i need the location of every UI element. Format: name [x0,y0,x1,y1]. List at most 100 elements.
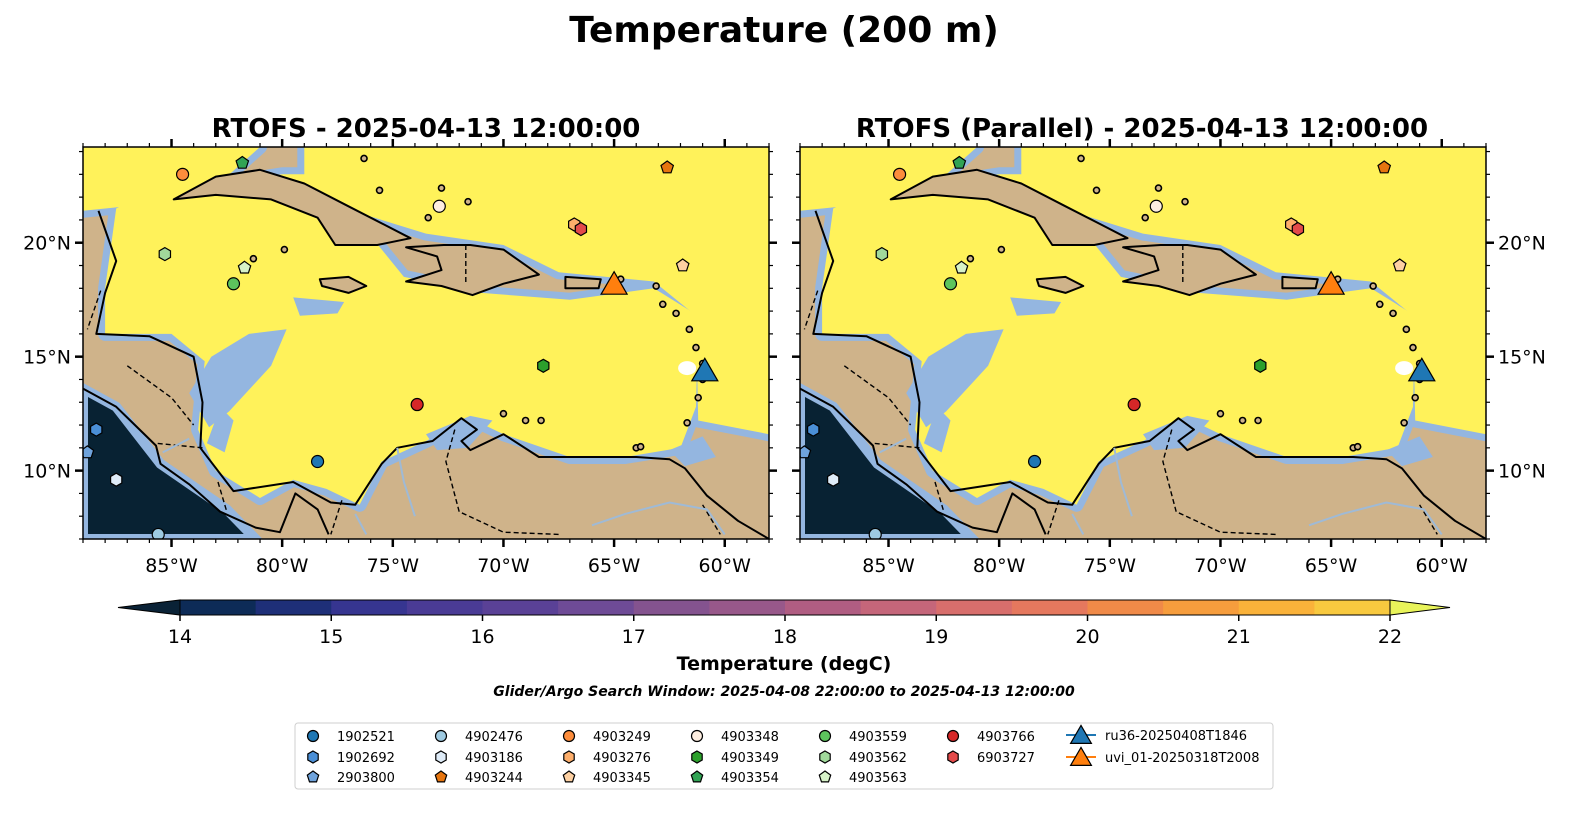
x-tick-label: 70°W [1194,555,1247,577]
shelf-patch-4 [1386,436,1433,467]
legend-label-4903276: 4903276 [593,751,651,766]
legend-label-4903348: 4903348 [721,730,779,745]
colorbar-segment [180,600,257,615]
legend-label-4903244: 4903244 [465,771,523,786]
colorbar-segment [936,600,1013,615]
shelf-patch-2 [1143,415,1210,451]
argo-float-4903766 [410,397,424,412]
legend-label-4903559: 4903559 [849,730,907,745]
glider-uvi_01 [600,270,629,295]
country-border [701,504,721,535]
x-tick-label: 70°W [477,555,530,577]
x-tick-label: 85°W [145,555,198,577]
legend-marker-1902521 [306,729,320,743]
colorbar-tick-label: 21 [1227,626,1251,648]
argo-float-2903800 [800,445,812,459]
argo-float-4903244 [1377,160,1392,174]
country-border [1418,504,1438,535]
legend: 1902521 1902692 2903800 4902476 4903186 49032… [294,722,1274,790]
argo-float-6903727 [1291,221,1305,237]
river [162,437,190,454]
small-island [1181,197,1189,206]
x-tick-label: 80°W [973,555,1026,577]
x-tick-label: 65°W [588,555,641,577]
argo-float-4903349 [1254,358,1267,373]
panel-title-rtofs-parallel: RTOFS (Parallel) - 2025-04-13 12:00:00 [856,114,1428,144]
missing-data-patch [678,361,697,376]
legend-label-4903349: 4903349 [721,751,779,766]
puerto-rico-island [564,275,602,290]
mesoscale-eddies [83,147,769,539]
colorbar-segment [406,600,483,615]
legend-label-4903563: 4903563 [849,771,907,786]
legend-label-2903800: 2903800 [337,771,395,786]
small-island [1154,184,1163,192]
country-border [843,365,912,426]
argo-float-4903563 [954,260,969,274]
argo-float-4903349 [537,358,550,373]
glider-ru36 [1407,357,1436,382]
small-island [1369,282,1377,290]
coastline-0 [812,210,1486,539]
legend-label-1902692: 1902692 [337,751,395,766]
panel-title-rtofs: RTOFS - 2025-04-13 12:00:00 [212,114,641,144]
colorbar-segment [1087,600,1164,615]
argo-float-4903345 [675,258,690,272]
small-island [249,254,258,263]
legend-marker-4903276 [563,750,575,764]
small-island [685,325,694,334]
country-border [86,290,102,330]
shelf-patch-3 [923,406,951,453]
coastline-1 [83,387,330,535]
colorbar-label: Temperature (degC) [677,653,892,675]
legend-marker-4903562 [819,750,831,764]
colorbar-tick-label: 17 [622,626,646,648]
legend-label-4903766: 4903766 [977,730,1035,745]
country-border [1162,429,1276,536]
small-island [1402,325,1411,334]
small-island [966,254,975,263]
colorbar-tick-label: 22 [1378,626,1402,648]
legend-label-1902521: 1902521 [337,730,395,745]
search-window-note: Glider/Argo Search Window: 2025-04-08 22… [493,684,1075,700]
y-tick-label: 15°N [23,347,71,369]
river [879,437,907,454]
small-island [1409,343,1417,352]
argo-float-4903559 [226,277,241,291]
small-island [464,197,472,206]
legend-label-4903249: 4903249 [593,730,651,745]
cuba-island [172,168,412,246]
colorbar-segment [558,600,635,615]
small-island [537,416,545,425]
coastline-1 [800,387,1047,535]
argo-float-4903562 [158,246,172,262]
x-tick-label: 60°W [1416,555,1469,577]
colorbar-extend-min [117,599,181,616]
small-island [437,184,446,192]
river [396,447,416,517]
small-island [636,442,645,451]
legend-label-4903186: 4903186 [465,751,523,766]
argo-float-4903563 [237,260,252,274]
colorbar-segment [860,600,937,615]
argo-float-4903186 [109,472,123,487]
colorbar-segment [255,600,332,615]
argo-float-4903562 [875,246,889,262]
country-border [445,429,559,536]
legend-frame [294,722,1274,790]
small-island [280,245,289,254]
colorbar-segment [633,600,710,615]
x-tick-label: 80°W [256,555,309,577]
small-island [658,300,667,309]
colorbar-tick-label: 18 [773,626,797,648]
glider-ru36 [690,357,719,382]
small-island [1092,186,1101,195]
legend-marker-4903354 [690,770,704,783]
map-frame [82,146,770,540]
country-border [330,500,343,535]
argo-float-1902692 [89,422,103,437]
legend-marker-4903559 [818,729,832,743]
country-border [126,365,195,426]
small-island [997,245,1006,254]
colorbar-tick-label: 19 [924,626,948,648]
